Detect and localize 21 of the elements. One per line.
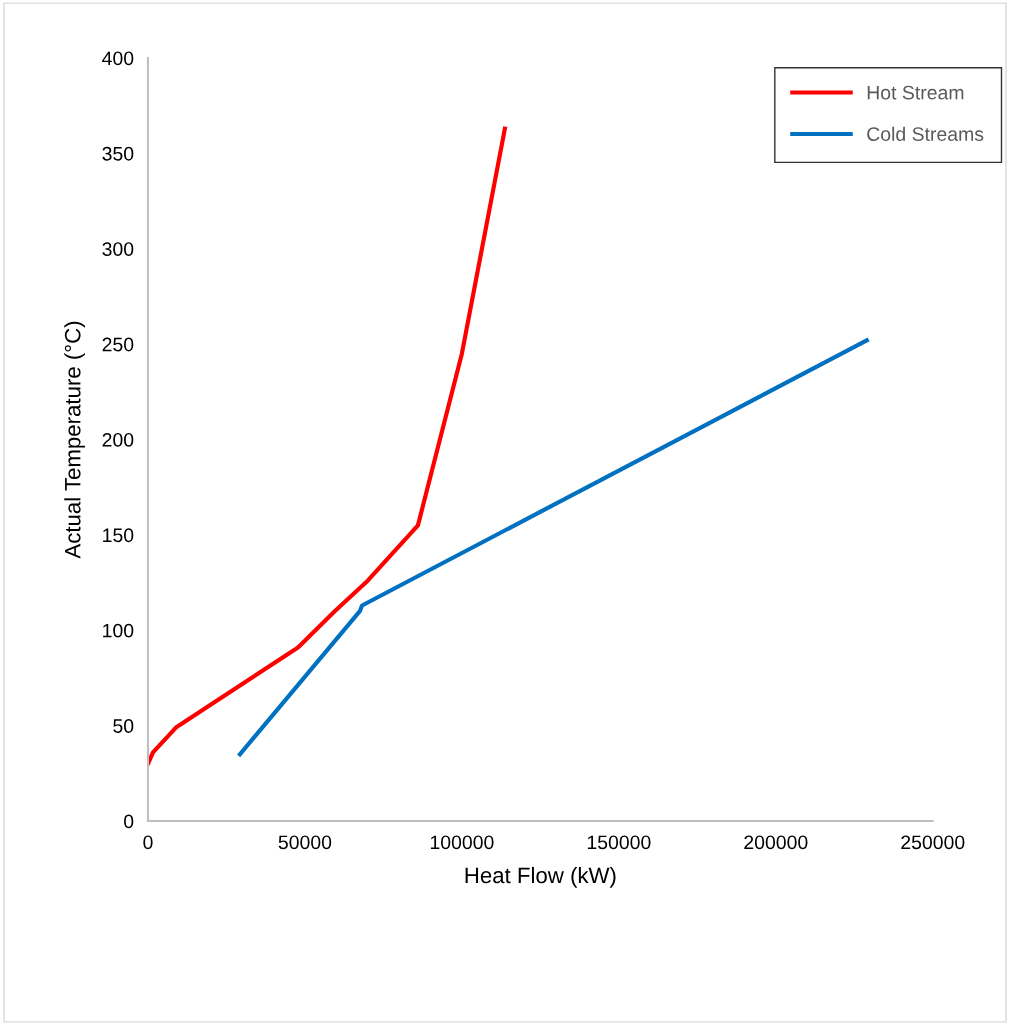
x-tick-label: 100000 [430,835,494,850]
y-tick-label: 300 [102,242,134,256]
y-tick-label: 150 [103,528,134,543]
y-tick-label: 250 [102,337,134,352]
y-tick-label: 200 [102,432,134,447]
line-series [147,126,507,766]
y-tick-label: 100 [103,623,134,638]
x-axis-title: Heat Flow (kW) [465,866,616,888]
y-tick-label: 400 [102,51,134,66]
x-tick-label: 50000 [278,835,332,850]
legend-label: Cold Streams [867,126,984,141]
x-tick-label: 0 [143,835,153,850]
x-tick-label: 200000 [744,835,808,850]
y-axis-title: Actual Temperature (°C) [64,321,85,559]
y-tick-label: 50 [113,719,134,733]
x-tick-label: 250000 [901,835,965,850]
line-series [237,338,869,757]
y-tick-label: 350 [102,146,134,161]
x-tick-label: 150000 [587,835,651,850]
y-tick-label: 0 [124,814,134,829]
legend-label: Hot Stream [867,85,964,100]
